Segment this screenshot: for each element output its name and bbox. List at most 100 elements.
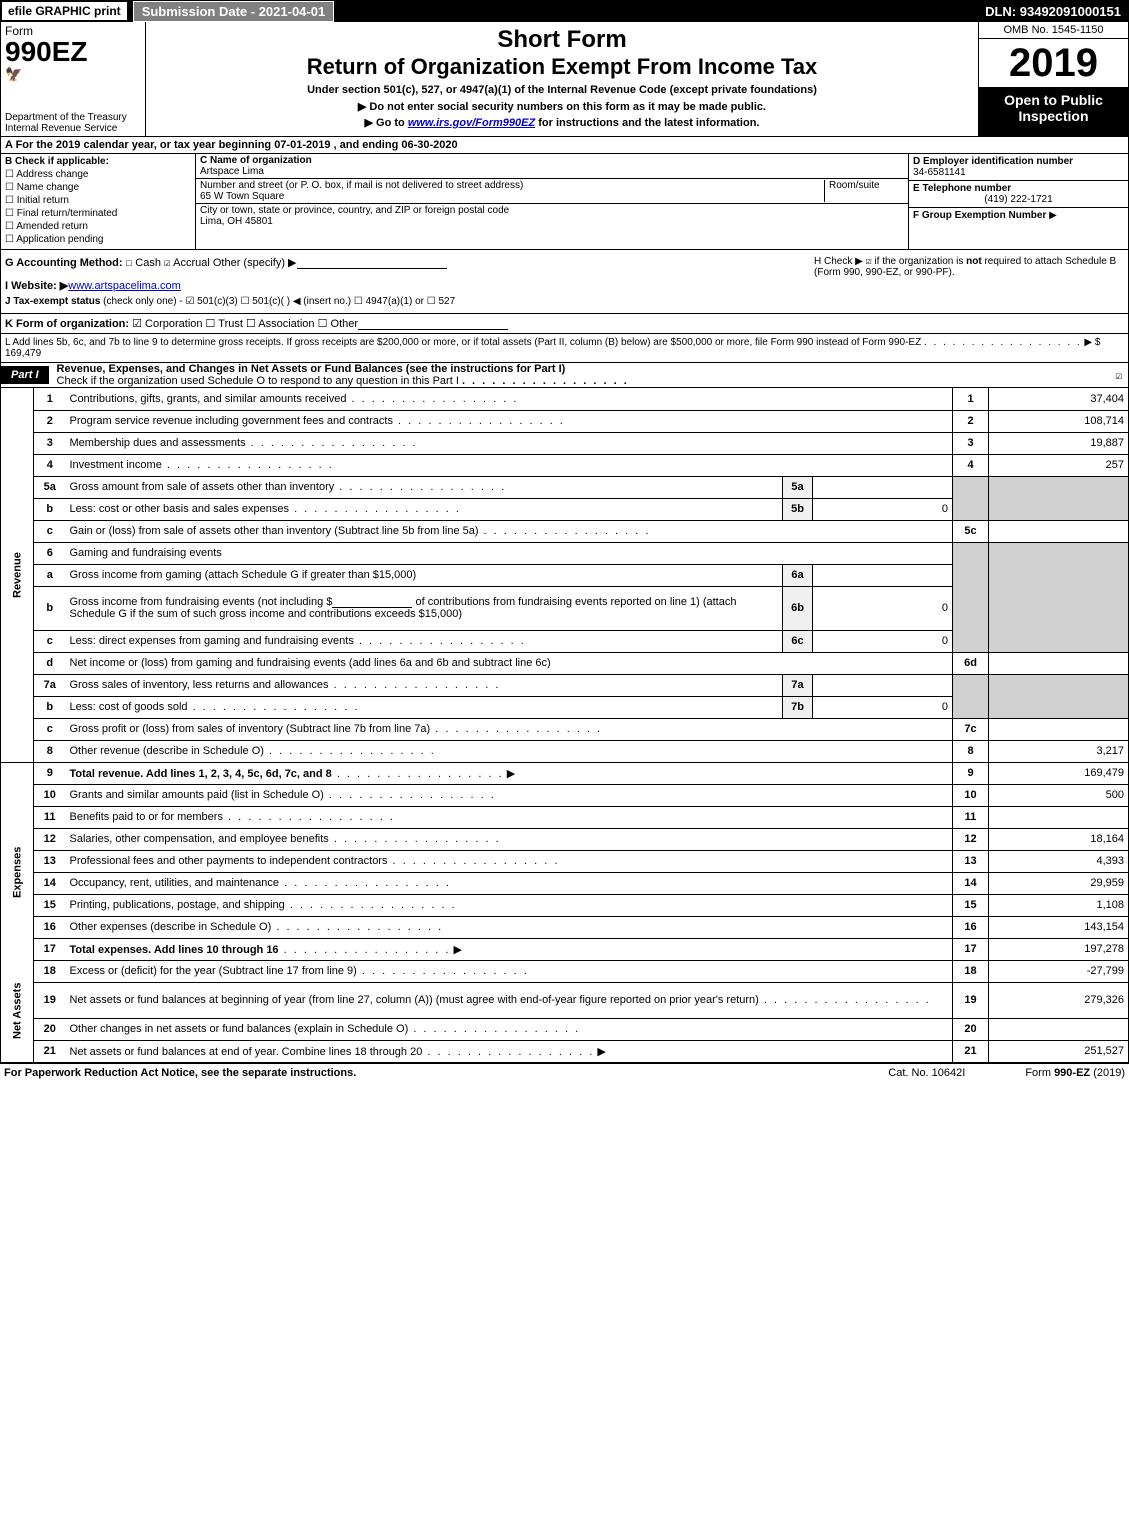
part-i-header: Part I Revenue, Expenses, and Changes in… <box>0 363 1129 388</box>
c-city-value: Lima, OH 45801 <box>200 216 904 227</box>
revenue-section-label: Revenue <box>1 388 34 762</box>
seal-icon: 🦅 <box>5 66 141 83</box>
col-c-org-info: C Name of organization Artspace Lima Num… <box>196 154 908 249</box>
goto-link[interactable]: www.irs.gov/Form990EZ <box>408 117 535 129</box>
c-name-label: C Name of organization <box>200 155 904 166</box>
d-label: D Employer identification number <box>913 156 1124 167</box>
chk-application-pending[interactable]: ☐ Application pending <box>5 234 191 245</box>
short-form-title: Short Form <box>150 26 974 54</box>
chk-final-return[interactable]: ☐ Final return/terminated <box>5 208 191 219</box>
part-i-title: Revenue, Expenses, and Changes in Net As… <box>49 363 1116 387</box>
k-label: K Form of organization: <box>5 318 129 330</box>
g-other: Other (specify) ▶ <box>213 257 297 269</box>
dln-label: DLN: <box>985 4 1016 19</box>
l-text: L Add lines 5b, 6c, and 7b to line 9 to … <box>5 337 921 348</box>
c-city-label: City or town, state or province, country… <box>200 205 904 216</box>
b-title: B Check if applicable: <box>5 156 191 167</box>
part-i-label: Part I <box>1 366 49 384</box>
e-phone: E Telephone number (419) 222-1721 <box>909 181 1128 208</box>
col-h: H Check ▶ ☑ if the organization is not r… <box>814 256 1124 307</box>
goto-pre: Go to <box>376 117 408 129</box>
goto-line: ▶ Go to www.irs.gov/Form990EZ for instru… <box>150 116 974 129</box>
page-footer: For Paperwork Reduction Act Notice, see … <box>0 1063 1129 1082</box>
omb-number: OMB No. 1545-1150 <box>979 22 1128 39</box>
row-k: K Form of organization: ☑ Corporation ☐ … <box>0 314 1129 334</box>
f-label: F Group Exemption Number <box>913 210 1046 221</box>
netassets-section-label: Net Assets <box>1 960 34 1062</box>
col-g: G Accounting Method: ☐ Cash ☑ Accrual Ot… <box>5 256 814 307</box>
part-i-check-text: Check if the organization used Schedule … <box>57 375 459 387</box>
top-bar: efile GRAPHIC print Submission Date - 20… <box>0 0 1129 22</box>
k-other-input[interactable] <box>358 318 508 330</box>
line-1-val: 37,404 <box>989 388 1129 410</box>
row-a-tax-year: A For the 2019 calendar year, or tax yea… <box>0 137 1129 154</box>
col-def: D Employer identification number 34-6581… <box>908 154 1128 249</box>
line-1-desc: Contributions, gifts, grants, and simila… <box>66 388 953 410</box>
i-website: I Website: ▶www.artspacelima.com <box>5 279 814 292</box>
col-b-checkboxes: B Check if applicable: ☐ Address change … <box>1 154 196 249</box>
c-street-label: Number and street (or P. O. box, if mail… <box>200 180 523 191</box>
line-1-totno: 1 <box>953 388 989 410</box>
chk-address-change[interactable]: ☐ Address change <box>5 169 191 180</box>
dept-line2: Internal Revenue Service <box>5 123 141 134</box>
revenue-expense-table: Revenue 1 Contributions, gifts, grants, … <box>0 388 1129 1063</box>
row-l: L Add lines 5b, 6c, and 7b to line 9 to … <box>0 334 1129 363</box>
header-right: OMB No. 1545-1150 2019 Open to Public In… <box>978 22 1128 136</box>
f-group: F Group Exemption Number ▶ <box>909 208 1128 223</box>
l-dots <box>924 337 1082 348</box>
contrib-amount-input[interactable] <box>332 596 412 608</box>
j-label: J Tax-exempt status <box>5 296 100 307</box>
j-tax-exempt: J Tax-exempt status (check only one) - ☑… <box>5 296 814 307</box>
h-pre: H Check ▶ <box>814 256 863 267</box>
line-1-no: 1 <box>34 388 66 410</box>
c-city-block: City or town, state or province, country… <box>196 204 908 228</box>
g-other-input[interactable] <box>297 257 447 269</box>
website-link[interactable]: www.artspacelima.com <box>68 280 180 292</box>
chk-initial-return[interactable]: ☐ Initial return <box>5 195 191 206</box>
g-accounting: G Accounting Method: ☐ Cash ☑ Accrual Ot… <box>5 256 814 269</box>
e-value: (419) 222-1721 <box>913 194 1124 205</box>
dept-treasury: Department of the Treasury Internal Reve… <box>5 112 141 134</box>
d-ein: D Employer identification number 34-6581… <box>909 154 1128 181</box>
submission-date: Submission Date - 2021-04-01 <box>133 1 335 22</box>
footer-notice: For Paperwork Reduction Act Notice, see … <box>4 1067 888 1079</box>
header-left: Form 990EZ 🦅 Department of the Treasury … <box>1 22 146 136</box>
g-label: G Accounting Method: <box>5 257 123 269</box>
chk-schedule-o[interactable]: ☑ <box>1115 369 1128 382</box>
open-line1: Open to Public <box>983 92 1124 108</box>
section-bcdef: B Check if applicable: ☐ Address change … <box>0 154 1129 250</box>
form-header: Form 990EZ 🦅 Department of the Treasury … <box>0 22 1129 137</box>
efile-print-button[interactable]: efile GRAPHIC print <box>2 2 127 20</box>
dln: DLN: 93492091000151 <box>985 4 1129 19</box>
footer-formref: Form 990-EZ (2019) <box>1025 1067 1125 1079</box>
open-to-public: Open to Public Inspection <box>979 88 1128 136</box>
expenses-section-label: Expenses <box>1 784 34 960</box>
return-title: Return of Organization Exempt From Incom… <box>150 54 974 80</box>
footer-catno: Cat. No. 10642I <box>888 1067 965 1079</box>
chk-cash[interactable]: ☐ <box>126 256 133 269</box>
c-name-value: Artspace Lima <box>200 166 904 177</box>
ssn-warning-text: Do not enter social security numbers on … <box>369 101 766 113</box>
form-number: 990EZ <box>5 38 141 66</box>
dept-line1: Department of the Treasury <box>5 112 141 123</box>
ssn-warning: ▶ Do not enter social security numbers o… <box>150 100 974 113</box>
dln-value: 93492091000151 <box>1020 4 1121 19</box>
f-arrow-icon: ▶ <box>1049 210 1057 221</box>
d-value: 34-6581141 <box>913 167 1124 178</box>
c-street-value: 65 W Town Square <box>200 191 824 202</box>
c-street-block: Number and street (or P. O. box, if mail… <box>196 179 908 204</box>
tax-year: 2019 <box>979 39 1128 88</box>
goto-post: for instructions and the latest informat… <box>535 117 759 129</box>
chk-accrual[interactable]: ☑ <box>164 256 171 269</box>
section-gh: G Accounting Method: ☐ Cash ☑ Accrual Ot… <box>0 250 1129 314</box>
c-name-block: C Name of organization Artspace Lima <box>196 154 908 179</box>
chk-schedule-b[interactable]: ☑ <box>866 256 872 267</box>
chk-name-change[interactable]: ☐ Name change <box>5 182 191 193</box>
chk-amended-return[interactable]: ☐ Amended return <box>5 221 191 232</box>
subtitle: Under section 501(c), 527, or 4947(a)(1)… <box>150 84 974 96</box>
open-line2: Inspection <box>983 108 1124 124</box>
i-label: I Website: ▶ <box>5 280 68 292</box>
c-room-label: Room/suite <box>824 180 904 202</box>
header-center: Short Form Return of Organization Exempt… <box>146 22 978 136</box>
j-options: (check only one) - ☑ 501(c)(3) ☐ 501(c)(… <box>100 296 455 307</box>
